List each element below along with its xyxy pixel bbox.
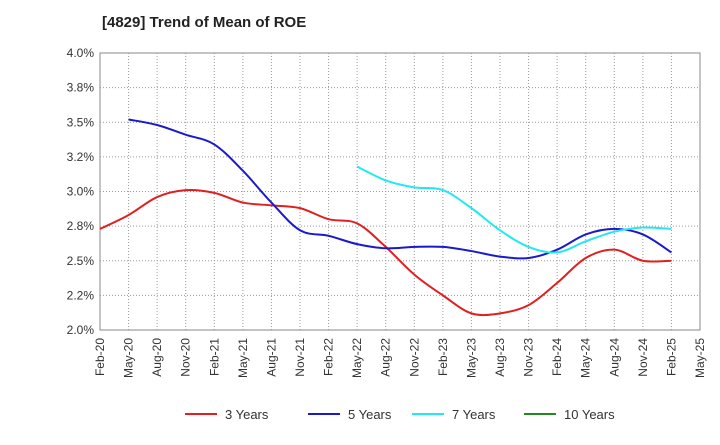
x-tick-label: Feb-20 xyxy=(93,338,107,376)
series-line-3-years xyxy=(99,188,672,317)
x-tick-label: Feb-22 xyxy=(322,338,336,376)
x-tick-label: Nov-21 xyxy=(293,338,307,377)
y-tick-label: 2.5% xyxy=(67,254,95,268)
legend-label-5-years: 5 Years xyxy=(348,407,392,422)
legend-label-10-years: 10 Years xyxy=(564,407,615,422)
series-line-7-years xyxy=(356,165,672,254)
x-tick-label: May-21 xyxy=(236,338,250,378)
y-tick-label: 3.0% xyxy=(67,185,95,199)
x-tick-label: Feb-24 xyxy=(550,338,564,376)
x-tick-label: Aug-22 xyxy=(379,338,393,377)
x-tick-label: May-25 xyxy=(693,338,707,378)
x-tick-label: Nov-23 xyxy=(522,338,536,377)
y-tick-label: 4.0% xyxy=(67,46,95,60)
x-tick-label: Aug-20 xyxy=(150,338,164,377)
chart-title: [4829] Trend of Mean of ROE xyxy=(102,14,307,31)
x-tick-label: Aug-24 xyxy=(607,338,621,377)
x-tick-label: Aug-23 xyxy=(493,338,507,377)
x-tick-label: May-24 xyxy=(579,338,593,378)
x-tick-label: May-20 xyxy=(122,338,136,378)
legend-label-7-years: 7 Years xyxy=(452,407,496,422)
x-tick-label: Nov-20 xyxy=(179,338,193,377)
y-tick-label: 2.0% xyxy=(67,323,95,337)
y-tick-label: 3.5% xyxy=(67,115,95,129)
x-tick-label: Nov-22 xyxy=(407,338,421,377)
series-line-5-years xyxy=(128,118,672,260)
x-tick-label: Feb-25 xyxy=(664,338,678,376)
y-tick-label: 3.8% xyxy=(67,81,95,95)
x-tick-label: May-23 xyxy=(464,338,478,378)
x-tick-label: Nov-24 xyxy=(636,338,650,377)
y-tick-label: 3.2% xyxy=(67,150,95,164)
x-tick-label: Feb-23 xyxy=(436,338,450,376)
y-tick-label: 2.2% xyxy=(67,288,95,302)
x-tick-label: May-22 xyxy=(350,338,364,378)
y-tick-label: 2.8% xyxy=(67,219,95,233)
x-tick-label: Aug-21 xyxy=(264,338,278,377)
x-tick-label: Feb-21 xyxy=(207,338,221,376)
legend-label-3-years: 3 Years xyxy=(225,407,269,422)
